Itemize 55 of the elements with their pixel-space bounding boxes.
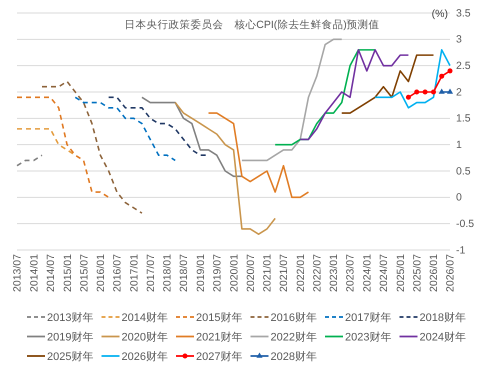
x-tick-label: 2015/07 xyxy=(78,254,90,292)
legend-label: 2015财年 xyxy=(196,310,242,324)
x-tick-label: 2018/01 xyxy=(162,254,174,292)
legend-label: 2017财年 xyxy=(345,310,392,324)
x-tick-label: 2025/01 xyxy=(394,254,407,292)
x-tick-label: 2019/01 xyxy=(194,254,207,292)
legend-label: 2019财年 xyxy=(47,330,94,344)
y-tick-label: 0.5 xyxy=(456,165,471,178)
x-tick-label: 2015/01 xyxy=(62,254,74,292)
x-tick-label: 2023/07 xyxy=(344,254,357,292)
x-tick-label: 2014/01 xyxy=(28,254,40,292)
legend-label: 2016财年 xyxy=(270,310,317,324)
legend-label: 2025财年 xyxy=(47,350,94,363)
x-tick-label: 2017/07 xyxy=(144,254,157,292)
legend-label: 2023财年 xyxy=(345,330,392,344)
x-tick-label: 2020/01 xyxy=(228,254,240,292)
y-tick-label: 1 xyxy=(456,139,462,152)
y-tick-label: 2.5 xyxy=(456,60,471,72)
x-tick-label: 2013/07 xyxy=(12,254,24,292)
y-tick-label: 2 xyxy=(456,86,462,98)
legend-label: 2013财年 xyxy=(47,310,94,324)
x-tick-label: 2024/01 xyxy=(362,254,374,292)
x-tick-label: 2026/01 xyxy=(428,254,440,292)
y-tick-label: 1.5 xyxy=(456,112,471,125)
legend-label: 2018财年 xyxy=(420,310,466,324)
legend-label: 2014财年 xyxy=(122,310,168,324)
x-tick-label: 2020/07 xyxy=(244,254,257,292)
x-tick-label: 2023/01 xyxy=(328,254,340,292)
x-tick-label: 2016/01 xyxy=(95,254,108,292)
y-tick-label: 3.5 xyxy=(456,7,471,20)
x-tick-label: 2016/07 xyxy=(112,254,124,292)
legend-label: 2021财年 xyxy=(196,330,242,344)
x-tick-label: 2025/07 xyxy=(411,254,424,292)
text: 日本央行政策委员会 核心CPI(除去生鲜食品)预测值 xyxy=(124,18,380,31)
x-tick-label: 2021/01 xyxy=(262,254,274,292)
x-tick-label: 2022/07 xyxy=(311,254,324,292)
legend-label: 2027财年 xyxy=(196,350,242,363)
x-tick-label: 2014/07 xyxy=(44,254,57,292)
y-tick-label: 3 xyxy=(456,34,462,46)
x-tick-label: 2017/01 xyxy=(128,254,140,292)
y-tick-label: 0 xyxy=(456,192,462,204)
x-tick-label: 2026/07 xyxy=(444,254,457,292)
legend-label: 2022财年 xyxy=(270,330,317,344)
x-tick-label: 2018/07 xyxy=(178,254,190,292)
x-tick-label: 2019/07 xyxy=(211,254,224,292)
x-tick-label: 2021/07 xyxy=(278,254,290,292)
legend-label: 2020财年 xyxy=(122,330,168,344)
y-axis-title: (%) xyxy=(432,8,448,20)
y-tick-label: -0.5 xyxy=(456,218,474,230)
x-tick-label: 2022/01 xyxy=(294,254,307,292)
x-tick-label: 2024/07 xyxy=(378,254,390,292)
legend-label: 2026财年 xyxy=(122,350,168,363)
y-tick-label: -1 xyxy=(456,244,466,256)
legend-label: 2024财年 xyxy=(420,330,466,344)
legend-label: 2028财年 xyxy=(270,350,317,363)
